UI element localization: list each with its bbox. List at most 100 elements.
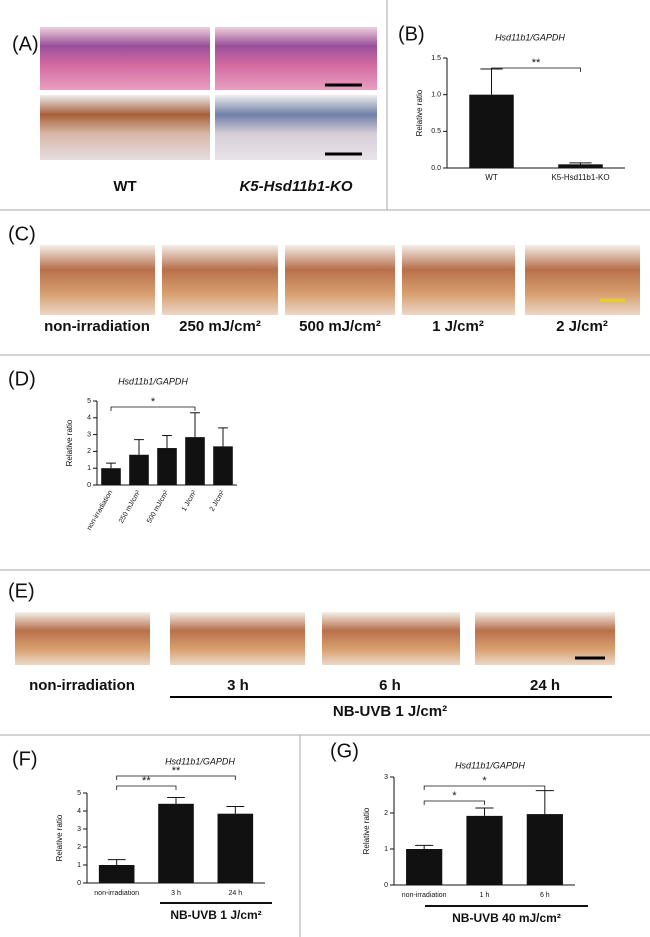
bar [98,865,135,883]
significance-label: * [482,775,487,787]
panel-letter: (A) [12,33,39,55]
bar [158,803,194,883]
image-label: non-irradiation [29,677,135,694]
y-axis-label: Relative ratio [415,89,424,136]
micrograph [525,245,640,315]
significance-bracket [423,800,485,805]
image-label: K5-Hsd11b1-KO [239,178,352,195]
y-tick-label: 0 [87,482,91,489]
micrograph [40,245,155,315]
bar [558,164,603,168]
image-label: 2 J/cm² [556,318,608,335]
y-tick-label: 0.5 [431,128,441,135]
x-tick-label: WT [485,173,498,182]
x-tick-label: non-irradiation [402,892,447,899]
significance-label: ** [172,765,181,777]
panel-letter: (F) [12,748,38,770]
panel-letter: (C) [8,223,36,245]
significance-bracket [423,785,546,790]
y-tick-label: 3 [77,826,81,833]
bar [101,468,121,485]
panel-letter: (B) [398,23,425,45]
y-tick-label: 2 [77,844,81,851]
y-tick-label: 0 [384,882,388,889]
group-label: NB-UVB 1 J/cm² [170,908,261,922]
micrograph [475,612,615,665]
bar [466,815,503,885]
x-tick-label: non-irradiation [94,890,139,897]
micrograph [215,27,377,90]
error-bar [107,859,126,865]
image-label: 500 mJ/cm² [299,318,381,335]
panel-letter: (G) [330,740,359,762]
bar [406,849,443,885]
error-bar [167,797,185,804]
y-tick-label: 4 [77,808,81,815]
significance-bracket [110,406,196,411]
y-tick-label: 1 [77,862,81,869]
x-tick-label: 250 mJ/cm² [118,489,143,525]
micrograph [40,27,210,90]
y-tick-label: 5 [77,790,81,797]
y-tick-label: 1.0 [431,92,441,99]
y-axis-label: Relative ratio [362,807,371,854]
image-label: non-irradiation [44,318,150,335]
y-tick-label: 0 [77,880,81,887]
error-bar [475,807,494,816]
x-tick-label: 24 h [229,890,243,897]
x-tick-label: 1 h [480,892,490,899]
chart-title: Hsd11b1/GAPDH [118,376,188,386]
y-tick-label: 1 [87,465,91,472]
y-tick-label: 2 [384,810,388,817]
bar [213,446,233,485]
bar [526,814,563,885]
error-bar [134,439,144,455]
significance-label: ** [142,775,151,787]
y-tick-label: 3 [384,774,388,781]
x-tick-label: non-irradiation [86,489,114,531]
x-tick-label: 500 mJ/cm² [146,489,171,525]
bar [157,448,177,485]
significance-bracket [491,67,581,72]
micrograph [322,612,460,665]
x-tick-label: 1 J/cm² [181,489,199,513]
micrograph [162,245,278,315]
micrograph [402,245,515,315]
error-bar [190,412,200,438]
x-tick-label: 6 h [540,892,550,899]
y-tick-label: 0.0 [431,165,441,172]
panel-letter: (E) [8,580,35,602]
bar [129,454,149,485]
y-tick-label: 3 [87,431,91,438]
y-axis-label: Relative ratio [65,419,74,466]
y-tick-label: 1 [384,846,388,853]
y-tick-label: 2 [87,448,91,455]
micrograph [215,95,377,160]
significance-bracket [116,785,177,790]
bar [469,94,514,168]
x-tick-label: 2 J/cm² [209,489,227,513]
significance-bracket [116,775,236,780]
y-axis-label: Relative ratio [55,814,64,861]
significance-label: * [452,790,457,802]
error-bar [415,844,434,849]
image-label: 6 h [379,677,401,694]
error-bar [162,434,172,449]
micrograph [40,95,210,160]
error-bar [218,427,228,447]
significance-label: * [151,396,156,408]
group-label: NB-UVB 40 mJ/cm² [452,911,561,925]
panel-letter: (D) [8,368,36,390]
image-label: WT [113,178,136,195]
significance-label: ** [532,57,541,69]
error-bar [569,162,592,165]
group-label: NB-UVB 1 J/cm² [333,703,447,720]
y-tick-label: 1.5 [431,55,441,62]
error-bar [106,462,116,469]
error-bar [535,790,554,815]
bar [185,437,205,485]
y-tick-label: 5 [87,398,91,405]
